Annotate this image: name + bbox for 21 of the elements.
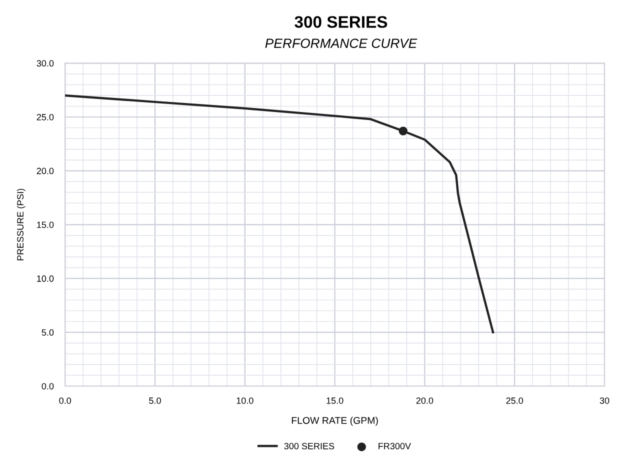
chart-title: 300 SERIES — [294, 16, 388, 28]
x-tick-label: 20.0 — [416, 397, 434, 404]
y-axis-title: PRESSURE (PSI) — [16, 188, 26, 260]
y-tick-label: 0.0 — [42, 383, 54, 390]
line-series — [65, 94, 494, 334]
y-tick-label: 20.0 — [36, 168, 54, 174]
y-tick-label: 15.0 — [37, 222, 54, 228]
y-tick-label: 10.0 — [37, 275, 54, 282]
y-tick-label: 25.0 — [36, 114, 54, 120]
x-tick-label: 25.0 — [506, 397, 524, 404]
x-tick-label: 30 — [600, 397, 610, 404]
chart-subtitle: PERFORMANCE CURVE — [265, 38, 418, 48]
y-tick-label: 5.0 — [42, 329, 54, 336]
y-tick-label: 30.0 — [36, 60, 54, 67]
x-tick-label: 10.0 — [236, 397, 254, 404]
x-tick-label: 0.0 — [59, 397, 72, 404]
x-tick-label: 5.0 — [149, 397, 161, 404]
x-axis-title: FLOW RATE (GPM) — [292, 416, 378, 426]
x-tick-label: 15.0 — [326, 397, 344, 404]
legend-label: 300 SERIES — [284, 442, 334, 450]
legend-label: FR300V — [378, 442, 411, 450]
